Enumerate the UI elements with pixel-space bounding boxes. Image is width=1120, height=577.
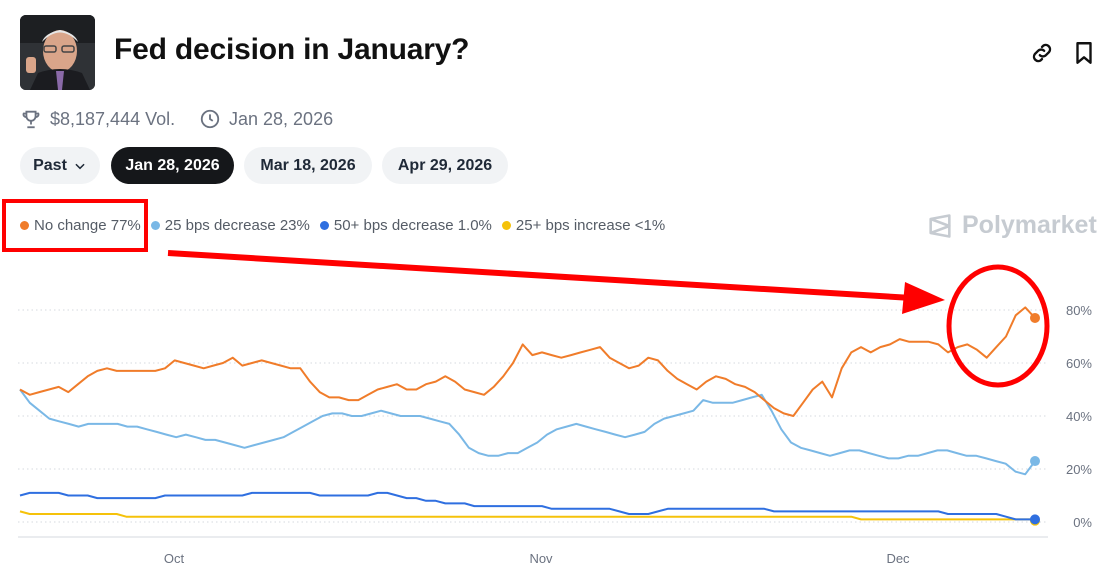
y-axis-ticks: 0% 20% 40% 60% 80% — [1066, 303, 1092, 530]
y-tick-label: 60% — [1066, 356, 1092, 371]
legend-dot — [501, 221, 511, 230]
legend-label: No change 77% — [34, 217, 141, 234]
legend-dot — [150, 221, 160, 230]
chart-grid — [18, 309, 1048, 538]
series-endpoint-50-bps-decrease — [1030, 514, 1040, 525]
chart-series — [19, 306, 1040, 526]
series-line-no-change — [19, 306, 1036, 417]
past-dropdown[interactable]: Past — [20, 147, 100, 184]
end-date-text: Jan 28, 2026 — [229, 108, 334, 129]
volume-meta: $8,187,444 Vol. — [20, 108, 175, 130]
tab-apr-29-2026[interactable]: Apr 29, 2026 — [382, 147, 508, 184]
chart-legend: No change 77% 25 bps decrease 23% 50+ bp… — [20, 217, 675, 234]
legend-item-no-change: No change 77% — [20, 217, 141, 234]
link-icon[interactable] — [1029, 40, 1055, 66]
volume-text: $8,187,444 Vol. — [50, 108, 176, 129]
series-endpoint-no-change — [1030, 312, 1040, 323]
polymarket-logo-icon — [929, 213, 951, 238]
legend-dot — [319, 221, 329, 230]
series-endpoint-25-bps-decrease — [1030, 456, 1040, 467]
market-title: Fed decision in January? — [114, 33, 470, 66]
market-avatar — [20, 15, 95, 90]
annotations — [167, 250, 1050, 388]
y-tick-label: 20% — [1066, 462, 1092, 477]
clock-icon — [200, 109, 220, 129]
series-line-50-bps-decrease — [19, 491, 1035, 521]
polymarket-logo: Polymarket — [926, 211, 1097, 240]
annotation-circle — [946, 264, 1050, 388]
annotation-arrow-head — [902, 282, 945, 314]
legend-label: 25 bps decrease 23% — [164, 217, 310, 234]
annotation-arrow-shaft — [167, 250, 913, 301]
trophy-icon — [22, 110, 40, 129]
person-portrait — [20, 15, 95, 90]
y-tick-label: 80% — [1066, 303, 1092, 318]
x-tick-label: Dec — [886, 551, 910, 566]
bookmark-icon[interactable] — [1071, 40, 1097, 66]
chevron-down-icon — [75, 163, 85, 169]
legend-item-50bps-decrease: 50+ bps decrease 1.0% — [319, 217, 492, 234]
past-label: Past — [33, 156, 67, 174]
y-tick-label: 0% — [1073, 515, 1092, 530]
tab-jan-28-2026[interactable]: Jan 28, 2026 — [111, 147, 234, 184]
x-axis-ticks: Oct Nov Dec — [164, 551, 910, 566]
end-date-meta: Jan 28, 2026 — [199, 108, 333, 130]
series-line-25-bps-increase — [19, 510, 1035, 521]
series-line-25-bps-decrease — [19, 388, 1036, 476]
legend-dot — [20, 221, 29, 230]
brand-text: Polymarket — [962, 211, 1097, 239]
y-tick-label: 40% — [1066, 409, 1092, 424]
tab-mar-18-2026[interactable]: Mar 18, 2026 — [244, 147, 372, 184]
legend-label: 25+ bps increase <1% — [515, 217, 666, 234]
x-tick-label: Oct — [164, 551, 185, 566]
x-tick-label: Nov — [529, 551, 553, 566]
annotation-highlight-box — [2, 199, 148, 252]
legend-item-25bps-increase: 25+ bps increase <1% — [501, 217, 666, 234]
legend-label: 50+ bps decrease 1.0% — [333, 217, 492, 234]
legend-item-25bps-decrease: 25 bps decrease 23% — [150, 217, 310, 234]
